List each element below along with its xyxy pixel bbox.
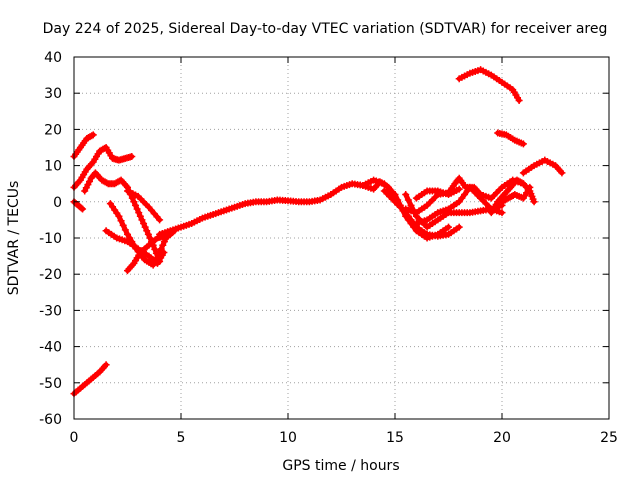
data-point [89,131,97,139]
data-point [455,198,463,206]
data-point [407,216,415,224]
data-point [498,209,506,217]
data-point [146,234,154,242]
data-point [128,153,136,161]
y-tick-label: -40 [39,340,62,356]
data-point [79,205,87,213]
x-tick-label: 25 [600,430,618,446]
data-point [156,248,164,256]
y-tick-label: 30 [44,86,62,102]
data-point [526,183,534,191]
y-tick-label: -50 [39,376,62,392]
data-point [151,245,159,253]
axis-ticks: 0 5 10 15 20 25 -60 -50 -40 -30 -20 -10 0 10 20 30 40 [39,50,618,446]
y-tick-label: 40 [44,50,62,66]
x-tick-label: 0 [70,430,79,446]
data-point [138,216,146,224]
series-arc-4 [70,144,136,191]
y-tick-label: -60 [39,412,62,428]
data-point [455,185,463,193]
data-point [135,209,143,217]
x-tick-label: 5 [177,430,186,446]
series-arc-21 [519,156,566,177]
series-arc-9 [124,187,164,224]
data-point [458,194,466,202]
data-point [404,196,412,204]
data-point [156,216,164,224]
data-point [136,212,144,220]
data-point [77,204,85,212]
y-tick-label: -20 [39,267,62,283]
data-point [404,212,412,220]
plot-frame [73,56,610,420]
grid [74,57,609,419]
data-point [130,198,138,206]
data-point [117,217,125,225]
y-tick-label: 10 [44,159,62,175]
series-arc-18 [494,129,527,148]
series-arc-2 [70,361,110,398]
data-point [141,223,149,231]
data-point [530,198,538,206]
data-point [126,234,134,242]
data-point [130,241,138,249]
data-point [102,361,110,369]
series-arc-17 [455,66,523,104]
y-axis-label: SDTVAR / TECUs [6,181,22,296]
data-point [391,191,399,199]
data-point [515,96,523,104]
y-tick-label: 20 [44,122,62,138]
data-point [121,226,129,234]
data-point [115,212,123,220]
series-arc-16 [412,185,463,202]
data-point [558,169,566,177]
data-point [157,245,165,253]
data-point [119,221,127,229]
series-arc-3 [70,198,87,213]
series-arc-12 [380,187,463,240]
data-point [455,223,463,231]
y-tick-label: -30 [39,303,62,319]
data-point [132,201,140,209]
data-series [70,66,566,398]
x-tick-label: 10 [279,430,297,446]
x-tick-label: 15 [386,430,404,446]
data-point [143,227,151,235]
x-axis-label: GPS time / hours [282,458,399,474]
series-arc-20 [498,183,534,206]
data-point [445,223,452,231]
data-point [144,230,152,238]
data-point [140,220,148,228]
data-point [133,205,141,213]
y-tick-label: -10 [39,231,62,247]
data-point [461,191,469,199]
y-tick-label: 0 [53,195,62,211]
data-point [519,140,527,148]
x-tick-label: 20 [493,430,511,446]
data-point [159,241,167,249]
data-point [402,191,410,199]
data-point [124,230,131,238]
data-point [128,238,136,246]
chart-title: Day 224 of 2025, Sidereal Day-to-day VTE… [43,21,608,37]
